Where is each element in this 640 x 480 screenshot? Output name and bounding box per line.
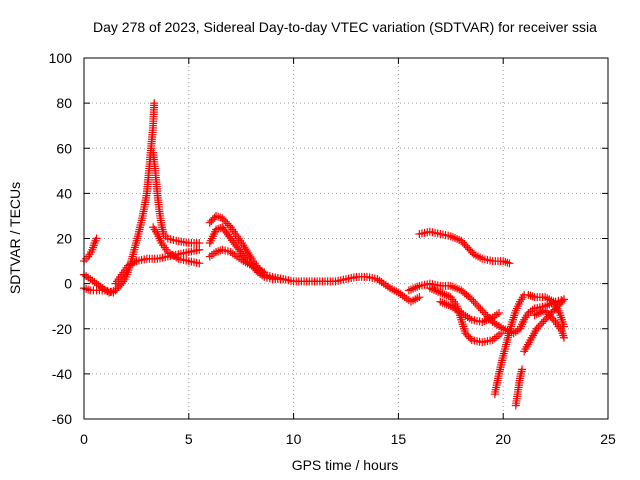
data-point <box>549 316 558 325</box>
data-point <box>478 306 487 315</box>
data-point <box>526 291 535 300</box>
data-point <box>558 297 567 306</box>
data-point <box>518 365 527 374</box>
data-point <box>150 99 159 108</box>
y-tick-label: -20 <box>52 321 72 337</box>
y-tick-label: 60 <box>56 140 72 156</box>
plot-frame <box>83 57 609 420</box>
data-point <box>471 299 480 308</box>
data-point <box>505 259 514 268</box>
x-tick-label: 10 <box>286 431 302 447</box>
y-tick-label: 100 <box>49 50 73 66</box>
y-tick-label: -40 <box>52 366 72 382</box>
data-series <box>80 99 568 410</box>
y-tick-label: 20 <box>56 231 72 247</box>
data-point <box>221 217 230 226</box>
data-point <box>195 239 204 248</box>
data-point <box>225 221 234 230</box>
data-point <box>542 308 551 317</box>
data-point <box>537 319 546 328</box>
data-point <box>548 314 557 323</box>
data-point <box>479 308 488 317</box>
data-point <box>497 329 506 338</box>
x-tick-label: 5 <box>185 431 193 447</box>
data-point <box>503 258 512 267</box>
y-axis-label: SDTVAR / TECUs <box>7 182 23 294</box>
data-point <box>495 308 504 317</box>
x-tick-label: 0 <box>80 431 88 447</box>
y-tick-label: 80 <box>56 95 72 111</box>
data-point <box>466 293 475 302</box>
data-point <box>223 219 232 228</box>
data-point <box>242 255 251 264</box>
data-point <box>481 310 490 319</box>
data-point <box>536 321 545 330</box>
data-point <box>82 284 91 293</box>
data-point <box>469 297 478 306</box>
data-point <box>415 293 424 302</box>
data-point <box>544 310 553 319</box>
x-axis-label: GPS time / hours <box>292 457 399 473</box>
chart-title: Day 278 of 2023, Sidereal Day-to-day VTE… <box>93 19 597 35</box>
data-point <box>220 215 229 224</box>
x-tick-label: 20 <box>495 431 511 447</box>
x-tick-label: 15 <box>391 431 407 447</box>
data-point <box>559 295 568 304</box>
y-tick-label: 0 <box>64 276 72 292</box>
x-tick-label: 25 <box>600 431 616 447</box>
data-point <box>466 334 475 343</box>
data-point <box>501 257 510 266</box>
y-tick-label: 40 <box>56 185 72 201</box>
data-point <box>92 234 101 243</box>
data-point <box>546 312 555 321</box>
data-point <box>195 245 204 254</box>
data-point <box>534 322 543 331</box>
data-point <box>541 306 550 315</box>
data-point <box>260 268 269 277</box>
data-point <box>474 302 483 311</box>
data-point <box>279 275 288 284</box>
y-tick-label: -60 <box>52 411 72 427</box>
data-point <box>218 214 227 223</box>
data-point <box>467 295 476 304</box>
data-point <box>528 292 537 301</box>
data-point <box>195 259 204 268</box>
data-point <box>476 304 485 313</box>
data-point <box>559 333 568 342</box>
data-point <box>473 301 481 310</box>
data-point <box>532 324 541 333</box>
data-point <box>84 285 93 294</box>
